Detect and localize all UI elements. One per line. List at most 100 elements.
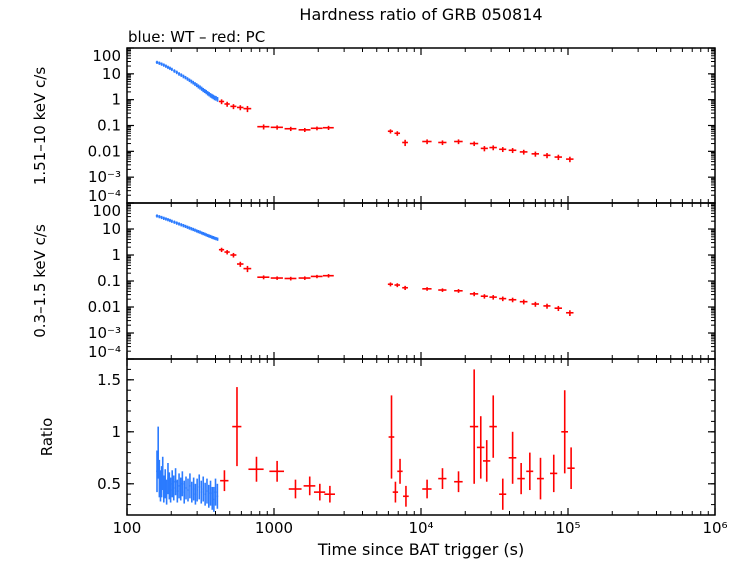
data-point <box>438 140 447 146</box>
data-point <box>213 95 216 101</box>
data-point <box>161 456 164 491</box>
data-point <box>174 468 177 496</box>
data-point <box>164 64 167 68</box>
data-point <box>204 482 206 506</box>
data-point <box>243 105 252 113</box>
data-point <box>257 124 270 130</box>
data-point <box>220 470 229 492</box>
data-point <box>155 60 159 65</box>
y-axis-label-soft: 0.3–1.5 keV c/s <box>31 224 49 338</box>
data-point <box>438 468 447 489</box>
data-point <box>164 217 167 221</box>
data-point <box>531 301 540 307</box>
data-point <box>197 84 200 89</box>
data-point <box>218 99 225 105</box>
y-tick-label: 10 <box>102 65 121 83</box>
data-point <box>173 69 176 73</box>
data-point <box>194 228 196 232</box>
data-point <box>218 247 225 253</box>
data-point <box>164 469 167 499</box>
data-point <box>191 481 193 503</box>
data-point <box>454 139 463 145</box>
series-wt-soft-band <box>155 214 219 241</box>
data-point <box>476 416 485 479</box>
data-point <box>499 296 507 302</box>
data-point <box>184 75 187 80</box>
data-point <box>180 73 183 77</box>
data-point <box>165 479 168 505</box>
data-point <box>489 395 497 458</box>
data-point <box>202 232 205 236</box>
data-point <box>195 229 198 233</box>
data-point <box>197 230 200 234</box>
data-point <box>232 387 242 467</box>
data-point <box>422 139 432 145</box>
y-tick-label: 0.01 <box>88 298 121 316</box>
data-point <box>517 463 525 495</box>
series-pc-hard-band <box>218 99 574 163</box>
data-point <box>248 456 264 482</box>
data-point <box>203 232 206 236</box>
data-point <box>215 237 217 241</box>
y-axis-label-ratio: Ratio <box>38 418 56 457</box>
data-point <box>176 479 179 503</box>
y-tick-label: 100 <box>92 202 121 220</box>
data-point <box>185 476 187 500</box>
data-point <box>211 93 213 99</box>
y-axis-label-hard: 1.51–10 keV c/s <box>31 67 49 185</box>
series-wt-hard-band <box>155 60 219 102</box>
data-point <box>188 78 191 83</box>
data-point <box>303 476 316 496</box>
data-point <box>469 141 479 147</box>
data-point <box>155 214 159 218</box>
data-point <box>214 478 217 506</box>
data-point <box>480 294 488 299</box>
data-point <box>566 156 574 163</box>
data-point <box>550 454 558 493</box>
data-point <box>168 218 171 223</box>
data-point <box>508 148 517 154</box>
data-point <box>169 477 172 503</box>
data-point <box>175 221 178 225</box>
data-point <box>257 275 270 280</box>
data-point <box>499 147 507 153</box>
data-point <box>482 440 491 482</box>
chart-title: Hardness ratio of GRB 050814 <box>299 5 542 24</box>
data-point <box>284 126 297 132</box>
data-points <box>155 60 575 512</box>
data-point <box>489 295 497 300</box>
data-point <box>422 287 432 291</box>
data-point <box>205 89 208 95</box>
data-point <box>402 139 408 147</box>
x-axis-label: Time since BAT trigger (s) <box>317 540 524 559</box>
data-point <box>178 473 180 499</box>
x-tick-label: 10⁶ <box>702 519 727 537</box>
data-point <box>158 215 161 219</box>
y-tick-label: 10⁻⁴ <box>88 343 121 361</box>
data-point <box>208 234 210 238</box>
data-point <box>469 291 479 297</box>
axes: 1001010.10.0110⁻³10⁻⁴1001010.10.0110⁻³10… <box>88 47 728 537</box>
data-point <box>199 85 201 90</box>
data-point <box>192 80 195 85</box>
data-point <box>168 66 171 71</box>
y-tick-label: 1.5 <box>97 371 121 389</box>
data-point <box>438 288 447 292</box>
data-point <box>175 70 178 75</box>
data-point <box>224 101 230 107</box>
data-point <box>190 79 193 84</box>
data-point <box>206 91 209 96</box>
panel-ratio: 0.5 1 1.5 <box>97 358 716 516</box>
data-point <box>508 431 517 484</box>
y-tick-label: 10⁻³ <box>88 168 121 186</box>
y-tick-label: 10 <box>102 220 121 238</box>
data-point <box>181 471 184 497</box>
data-point <box>480 146 488 152</box>
data-point <box>200 86 203 91</box>
data-point <box>313 483 326 501</box>
data-point <box>188 226 191 230</box>
data-point <box>243 265 252 273</box>
series-pc-ratio <box>220 369 575 510</box>
data-point <box>171 470 174 498</box>
